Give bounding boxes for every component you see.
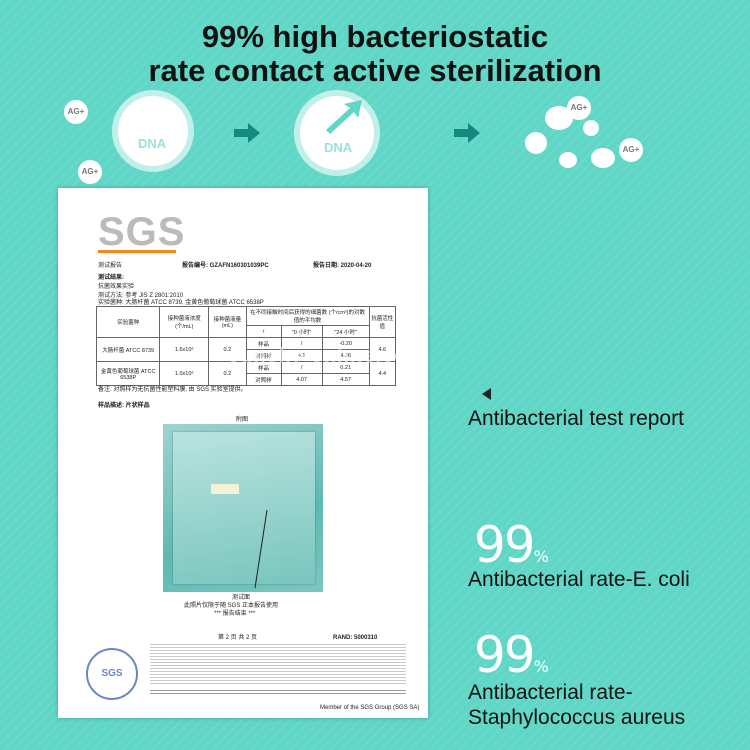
footer-member: Member of the SGS Group (SGS SA) <box>320 705 420 711</box>
sample-sheet <box>173 432 315 584</box>
silver-ion-icon: AG+ <box>619 138 643 162</box>
fragment-shape <box>559 152 577 168</box>
cell-strain: 金黄色葡萄球菌 ATCC 6538P <box>95 361 161 386</box>
photo-caption-top: 附图 <box>236 417 249 423</box>
logo-underline <box>98 250 176 253</box>
bacteria-attack-illustration: DNA <box>292 88 412 188</box>
header-cell: "24 小时" <box>321 325 370 338</box>
end-note: *** 报告结束 *** <box>214 611 256 617</box>
arrow-right-icon <box>234 123 260 143</box>
bacterium-shape <box>300 96 374 170</box>
sgs-seal-stamp: SGS <box>86 648 138 700</box>
table-header-row: 实验菌种 接种菌液浓度 (个/mL) 接种菌液量 (mL) 在不同接触时间后获得… <box>95 306 397 338</box>
silver-ion-icon: AG+ <box>64 100 88 124</box>
headline: 99% high bacteriostatic rate contact act… <box>0 20 750 88</box>
page-number: 第 2 页 共 2 页 <box>218 635 258 641</box>
headline-line-1: 99% high bacteriostatic <box>201 19 549 54</box>
header-cell: 抗菌活性值 <box>368 306 397 338</box>
results-table: 实验菌种 接种菌液浓度 (个/mL) 接种菌液量 (mL) 在不同接触时间后获得… <box>95 306 397 386</box>
ecoli-rate-unit: % <box>533 547 549 566</box>
report-number: 报告编号: GZAFN160301039PC <box>182 263 269 269</box>
photo-caption: 测试面 <box>232 595 251 601</box>
staph-label-line-1: Antibacterial rate- <box>468 681 633 704</box>
table-row: 大肠杆菌 ATCC 8739 1.6x10⁶ 0.2 样品 / -0.20 4.… <box>95 337 397 362</box>
cell-vol: 0.2 <box>208 361 247 386</box>
silver-ion-icon: AG+ <box>567 96 591 120</box>
address-line <box>150 690 406 696</box>
staph-label-line-2: Staphylococcus aureus <box>468 706 686 729</box>
pointer-triangle-icon <box>482 388 491 400</box>
header-cell: 实验菌种 <box>95 306 161 338</box>
photo-note: 此照片仅限于随 SGS 正本报告使用 <box>184 603 279 609</box>
cell-type: 对照样 <box>245 373 282 386</box>
table-row: 金黄色葡萄球菌 ATCC 6538P 1.0x10⁶ 0.2 样品 / 0.21… <box>95 361 397 386</box>
header-cell: 接种菌液浓度 (个/mL) <box>159 306 210 338</box>
table-subheader-row: / "0 小时" "24 小时" <box>97 325 396 338</box>
dna-label: DNA <box>324 140 353 155</box>
test-strains: 实验菌种: 大肠杆菌 ATCC 8739, 金黄色葡萄球菌 ATCC 6538P <box>98 300 264 306</box>
penetration-arrow-icon <box>326 100 362 134</box>
rand-code: RAND: 5000310 <box>333 635 378 641</box>
table-row: 对照样 4.07 4.57 <box>97 373 396 386</box>
staph-rate-value: 99 <box>474 626 536 684</box>
bacteria-intact-illustration: DNA AG+ AG+ <box>60 88 210 188</box>
test-method: 测试方法: 参考 JIS Z 2801:2010 <box>98 293 184 299</box>
silver-ion-icon: AG+ <box>78 160 102 184</box>
staph-label: Antibacterial rate- Staphylococcus aureu… <box>468 680 685 730</box>
dna-label: DNA <box>138 136 167 151</box>
report-note: 备注: 对照样为无抗菌性能塑料膜, 由 SGS 实验室提供。 <box>98 387 247 393</box>
cell-rate: 4.6 <box>368 337 397 362</box>
staph-rate-unit: % <box>533 657 549 676</box>
results-title: 测试结果: <box>98 275 124 281</box>
arrow-right-icon <box>454 123 480 143</box>
cell-conc: 1.0x10⁶ <box>159 361 210 386</box>
fragment-shape <box>525 132 547 154</box>
sgs-logo: SGS <box>98 210 186 254</box>
header-cell: / <box>245 325 282 338</box>
headline-line-2: rate contact active sterilization <box>148 53 602 88</box>
header-cell: 在不同接触时间后获得的细菌数 (个/cm²)的对数值的平均数 <box>245 306 370 326</box>
watermark: sunsky-online.com <box>228 345 427 367</box>
cell-conc: 1.6x10⁶ <box>159 337 210 362</box>
cell-strain: 大肠杆菌 ATCC 8739 <box>95 337 161 362</box>
bacteria-destroyed-illustration: AG+ AG+ <box>515 92 675 182</box>
sample-tag <box>211 484 239 494</box>
report-label: Antibacterial test report <box>468 407 684 430</box>
ecoli-label: Antibacterial rate-E. coli <box>468 568 690 591</box>
cell-value: 4.07 <box>280 373 323 386</box>
sample-description: 样品描述: 片状样品 <box>98 403 150 409</box>
cell-value: 4.57 <box>321 373 370 386</box>
staph-rate: 99% <box>474 630 549 692</box>
fine-print <box>150 644 406 686</box>
cell-rate: 4.4 <box>368 361 397 386</box>
sgs-test-report: SGS 测试报告 报告编号: GZAFN160301039PC 报告日期: 20… <box>58 188 428 718</box>
report-date: 报告日期: 2020-04-20 <box>313 263 372 269</box>
report-header: 测试报告 <box>98 263 123 269</box>
header-cell: 接种菌液量 (mL) <box>208 306 247 338</box>
ecoli-rate: 99% <box>474 520 549 582</box>
header-cell: "0 小时" <box>280 325 323 338</box>
pointer-line <box>254 509 268 589</box>
fragment-shape <box>591 148 615 168</box>
sample-photo <box>163 424 323 592</box>
test-item: 抗菌效果实验 <box>98 284 135 290</box>
bacterium-shape <box>118 96 188 166</box>
fragment-shape <box>583 120 599 136</box>
cell-vol: 0.2 <box>208 337 247 362</box>
ecoli-rate-value: 99 <box>474 516 536 574</box>
